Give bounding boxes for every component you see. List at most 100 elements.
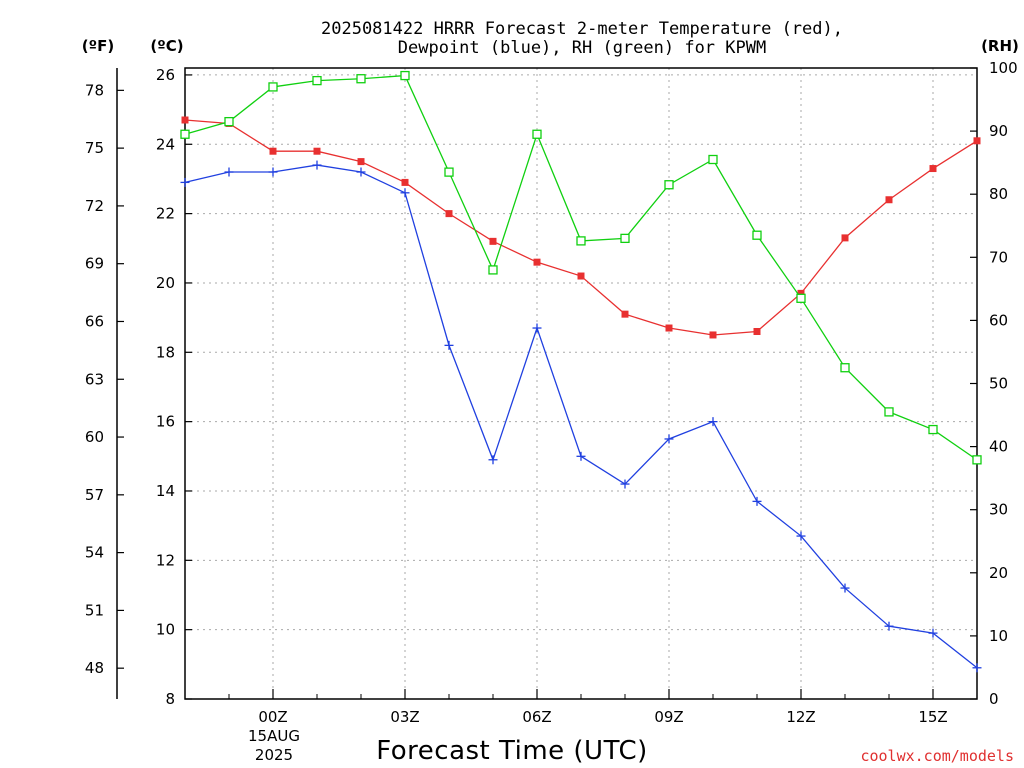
data-point bbox=[664, 180, 674, 190]
celsius-unit-label: (ºC) bbox=[150, 37, 183, 55]
chart-title-line-1: 2025081422 HRRR Forecast 2-meter Tempera… bbox=[321, 19, 843, 39]
celsius-tick-label: 14 bbox=[156, 482, 175, 500]
fahrenheit-tick-label: 48 bbox=[85, 659, 104, 677]
rh-tick-label: 70 bbox=[989, 248, 1008, 266]
time-tick-label: 00Z bbox=[258, 708, 287, 726]
data-point bbox=[929, 165, 937, 173]
data-point bbox=[841, 234, 849, 242]
series-line bbox=[184, 119, 978, 336]
series-layer bbox=[180, 70, 982, 673]
celsius-tick-label: 10 bbox=[156, 621, 175, 639]
fahrenheit-tick-label: 63 bbox=[85, 370, 104, 388]
rh-tick-label: 30 bbox=[989, 501, 1008, 519]
fahrenheit-tick-label: 69 bbox=[85, 255, 104, 273]
celsius-tick-label: 8 bbox=[165, 690, 175, 708]
rh-axis: 0 10 20 30 40 50 60 70 80 90 100 bbox=[970, 59, 1018, 708]
data-point bbox=[796, 293, 806, 303]
data-point bbox=[709, 331, 717, 339]
rh-tick-label: 20 bbox=[989, 564, 1008, 582]
data-point bbox=[488, 265, 498, 275]
celsius-tick-label: 26 bbox=[156, 66, 175, 84]
data-point bbox=[752, 230, 762, 240]
data-point bbox=[400, 70, 410, 81]
series-dewpoint bbox=[180, 160, 982, 673]
rh-tick-label: 10 bbox=[989, 627, 1008, 645]
fahrenheit-tick-label: 78 bbox=[85, 81, 104, 99]
title-block: 2025081422 HRRR Forecast 2-meter Tempera… bbox=[321, 19, 843, 58]
data-point bbox=[180, 177, 190, 187]
data-point bbox=[708, 154, 718, 165]
data-point bbox=[840, 583, 850, 593]
data-point bbox=[400, 188, 410, 198]
rh-tick-label: 90 bbox=[989, 122, 1008, 140]
data-point bbox=[181, 116, 189, 124]
time-axis: 00Z 03Z 06Z 09Z 12Z 15Z bbox=[184, 689, 978, 726]
data-point bbox=[268, 82, 278, 92]
data-point bbox=[532, 323, 542, 333]
data-point bbox=[357, 158, 365, 166]
data-point bbox=[313, 147, 321, 155]
data-point bbox=[928, 424, 938, 435]
time-tick-label: 15Z bbox=[918, 708, 947, 726]
fahrenheit-tick-label: 51 bbox=[85, 601, 104, 619]
data-point bbox=[972, 455, 982, 465]
data-point bbox=[312, 160, 322, 170]
data-point bbox=[224, 167, 234, 177]
rh-tick-label: 60 bbox=[989, 311, 1008, 329]
x-axis-title: Forecast Time (UTC) bbox=[376, 736, 648, 766]
series-rh bbox=[180, 70, 982, 465]
data-point bbox=[356, 167, 366, 177]
data-point bbox=[972, 663, 982, 673]
celsius-tick-label: 24 bbox=[156, 135, 175, 153]
date-label-year: 2025 bbox=[255, 746, 293, 764]
data-point bbox=[664, 434, 674, 444]
time-tick-label: 12Z bbox=[786, 708, 815, 726]
fahrenheit-unit-label: (ºF) bbox=[82, 37, 114, 55]
time-tick-label: 03Z bbox=[390, 708, 419, 726]
data-point bbox=[532, 129, 542, 139]
data-point bbox=[445, 210, 453, 218]
axes bbox=[116, 67, 978, 700]
fahrenheit-tick-label: 57 bbox=[85, 486, 104, 504]
fahrenheit-tick-label: 72 bbox=[85, 197, 104, 215]
plot-frame bbox=[184, 67, 978, 700]
celsius-tick-label: 16 bbox=[156, 413, 175, 431]
rh-tick-label: 40 bbox=[989, 438, 1008, 456]
rh-tick-label: 100 bbox=[989, 59, 1018, 77]
data-point bbox=[973, 137, 981, 145]
celsius-tick-label: 22 bbox=[156, 205, 175, 223]
data-point bbox=[356, 74, 366, 84]
celsius-axis: 8 10 12 14 16 18 20 22 24 26 bbox=[156, 66, 192, 708]
fahrenheit-tick-label: 75 bbox=[85, 139, 104, 157]
series-temperature bbox=[181, 116, 981, 339]
data-point bbox=[268, 167, 278, 177]
data-point bbox=[708, 417, 718, 427]
data-point bbox=[401, 178, 409, 186]
data-point bbox=[488, 455, 498, 465]
data-point bbox=[665, 324, 673, 332]
time-tick-label: 06Z bbox=[522, 708, 551, 726]
data-point bbox=[620, 479, 630, 489]
data-point bbox=[180, 129, 190, 139]
data-point bbox=[444, 340, 454, 350]
celsius-tick-label: 18 bbox=[156, 343, 175, 361]
data-point bbox=[885, 196, 893, 204]
rh-tick-label: 0 bbox=[989, 690, 999, 708]
data-point bbox=[884, 621, 894, 631]
celsius-tick-label: 20 bbox=[156, 274, 175, 292]
data-point bbox=[752, 496, 762, 506]
data-point bbox=[797, 289, 805, 297]
celsius-tick-label: 12 bbox=[156, 551, 175, 569]
data-point bbox=[533, 258, 541, 266]
series-line bbox=[184, 74, 978, 461]
site-credit: coolwx.com/models bbox=[860, 747, 1014, 765]
rh-tick-label: 50 bbox=[989, 375, 1008, 393]
data-point bbox=[621, 310, 629, 318]
date-label-day: 15AUG bbox=[248, 727, 300, 745]
fahrenheit-tick-label: 54 bbox=[85, 544, 104, 562]
data-point bbox=[224, 116, 234, 127]
data-point bbox=[312, 75, 322, 86]
data-point bbox=[840, 363, 850, 373]
data-point bbox=[489, 237, 497, 245]
